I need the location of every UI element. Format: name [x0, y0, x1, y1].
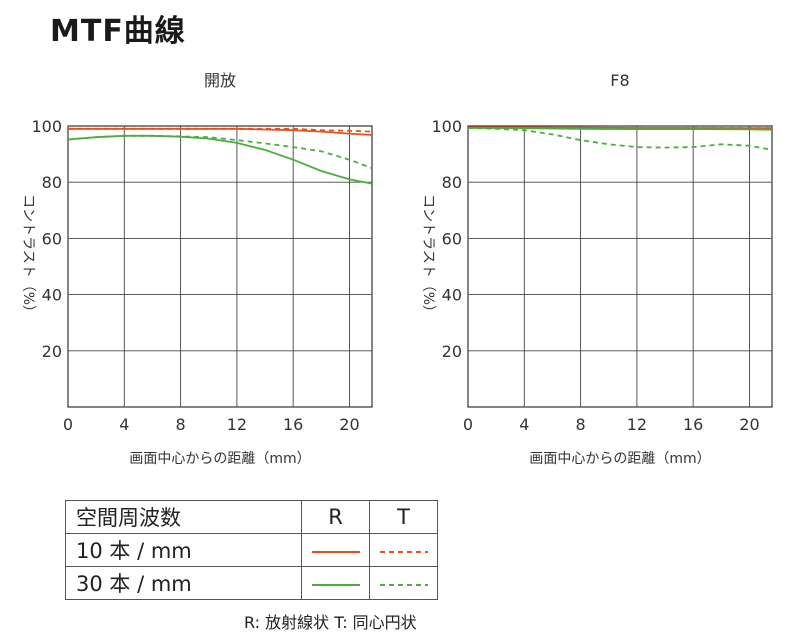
legend-swatch-solid [301, 566, 370, 600]
plot-frame [467, 125, 773, 408]
y-tick-label: 60 [42, 229, 62, 248]
series-line [467, 127, 773, 151]
x-tick-label: 12 [227, 415, 247, 434]
x-tick-label: 0 [463, 415, 473, 434]
chart-title: 開放 [204, 71, 236, 90]
legend-header-row: 空間周波数 R T [65, 500, 438, 534]
legend-row-30: 30 本 / mm [65, 566, 438, 600]
footnote: R: 放射線状 T: 同心円状 [244, 613, 417, 632]
x-tick-label: 16 [683, 415, 703, 434]
y-tick-label: 20 [42, 342, 62, 361]
x-axis-label: 画面中心からの距離（mm） [129, 450, 310, 467]
y-tick-label: 60 [442, 229, 462, 248]
x-axis-label: 画面中心からの距離（mm） [529, 450, 710, 467]
series-line [67, 134, 373, 185]
series-line [68, 127, 373, 133]
x-tick-label: 4 [519, 415, 529, 434]
x-tick-label: 12 [627, 415, 647, 434]
y-tick-label: 100 [431, 117, 462, 136]
y-tick-label: 20 [442, 342, 462, 361]
legend-swatch-dashed [369, 533, 438, 567]
y-tick-label: 40 [42, 286, 62, 305]
legend-header-label: 空間周波数 [65, 500, 302, 534]
x-tick-label: 8 [575, 415, 585, 434]
plot-frame [67, 125, 373, 408]
x-tick-label: 4 [119, 415, 129, 434]
legend-header-t: T [369, 500, 438, 534]
y-tick-label: 80 [42, 173, 62, 192]
y-tick-label: 100 [31, 117, 62, 136]
series-line [68, 127, 373, 136]
x-tick-label: 16 [283, 415, 303, 434]
x-tick-label: 8 [175, 415, 185, 434]
legend-row-10: 10 本 / mm [65, 533, 438, 567]
y-tick-label: 80 [442, 173, 462, 192]
x-tick-label: 0 [63, 415, 73, 434]
legend-row-label: 10 本 / mm [65, 533, 302, 567]
series-line [467, 127, 773, 131]
x-tick-label: 20 [739, 415, 759, 434]
page-title: MTF曲線 [50, 14, 186, 49]
x-tick-label: 20 [339, 415, 359, 434]
legend-swatch-dashed [369, 566, 438, 600]
y-tick-label: 40 [442, 286, 462, 305]
legend-header-r: R [301, 500, 370, 534]
legend-swatch-solid [301, 533, 370, 567]
mtf-chart-f8: F8 0 4 8 12 16 20 20 40 60 80 100 画面中心からの距離（mm） コントラス… [420, 71, 773, 467]
y-axis-label: コントラスト（%） [420, 194, 436, 319]
mtf-chart-open: 開放 0 4 8 12 16 20 20 40 60 80 100 画面中心からの距離（mm） コントラス… [20, 71, 373, 467]
chart-title: F8 [610, 71, 629, 90]
series-line [67, 134, 373, 170]
legend-table: 空間周波数 R T 10 本 / mm 30 本 / mm [65, 500, 438, 600]
legend-row-label: 30 本 / mm [65, 566, 302, 600]
y-axis-label: コントラスト（%） [20, 194, 36, 319]
